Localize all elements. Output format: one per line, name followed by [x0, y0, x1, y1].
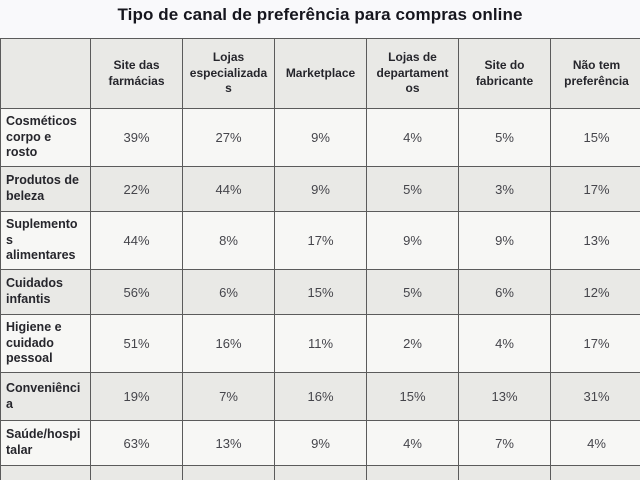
value-cell: 4%: [550, 420, 640, 466]
value-cell: 3%: [458, 166, 551, 212]
row-label: Cuidados infantis: [0, 269, 91, 315]
value-cell: 17%: [550, 166, 640, 212]
row-label: [0, 465, 91, 480]
table-row-higiene: Higiene e cuidado pessoal 51% 16% 11% 2%…: [0, 314, 640, 373]
preference-table: Site das farmácias Lojas especializadas …: [0, 38, 640, 480]
value-cell: 7%: [458, 420, 551, 466]
value-cell: 31%: [550, 372, 640, 421]
value-cell: 13%: [182, 420, 275, 466]
column-header-site-fabricante: Site do fabricante: [458, 38, 551, 109]
row-label: Higiene e cuidado pessoal: [0, 314, 91, 373]
value-cell: 56%: [90, 269, 183, 315]
value-cell: 16%: [274, 372, 367, 421]
value-cell: 39%: [90, 108, 183, 167]
value-cell: 22%: [90, 166, 183, 212]
table-row-cosmeticos: Cosméticos corpo e rosto 39% 27% 9% 4% 5…: [0, 108, 640, 167]
value-cell: [274, 465, 367, 480]
table-row-cuidados-infantis: Cuidados infantis 56% 6% 15% 5% 6% 12%: [0, 269, 640, 315]
row-label: Suplementos alimentares: [0, 211, 91, 270]
value-cell: [550, 465, 640, 480]
value-cell: 9%: [274, 166, 367, 212]
value-cell: [366, 465, 459, 480]
column-header-marketplace: Marketplace: [274, 38, 367, 109]
value-cell: 44%: [90, 211, 183, 270]
value-cell: 5%: [366, 269, 459, 315]
column-header-lojas-especializadas: Lojas especializadas: [182, 38, 275, 109]
value-cell: 4%: [366, 420, 459, 466]
value-cell: 5%: [458, 108, 551, 167]
value-cell: 9%: [458, 211, 551, 270]
table-row-produtos-beleza: Produtos de beleza 22% 44% 9% 5% 3% 17%: [0, 166, 640, 212]
value-cell: 44%: [182, 166, 275, 212]
column-header-site-farmacias: Site das farmácias: [90, 38, 183, 109]
value-cell: 11%: [274, 314, 367, 373]
value-cell: 17%: [274, 211, 367, 270]
value-cell: 2%: [366, 314, 459, 373]
value-cell: [182, 465, 275, 480]
row-label: Saúde/hospitalar: [0, 420, 91, 466]
row-label: Conveniência: [0, 372, 91, 421]
value-cell: 51%: [90, 314, 183, 373]
value-cell: [90, 465, 183, 480]
value-cell: 16%: [182, 314, 275, 373]
value-cell: 13%: [550, 211, 640, 270]
column-header-nao-tem-preferencia: Não tem preferência: [550, 38, 640, 109]
row-label: Produtos de beleza: [0, 166, 91, 212]
row-label: Cosméticos corpo e rosto: [0, 108, 91, 167]
column-header-lojas-departamentos: Lojas de departamentos: [366, 38, 459, 109]
table-row-conveniencia: Conveniência 19% 7% 16% 15% 13% 31%: [0, 372, 640, 421]
value-cell: 13%: [458, 372, 551, 421]
value-cell: 6%: [458, 269, 551, 315]
page-title: Tipo de canal de preferência para compra…: [117, 5, 523, 24]
table-row-saude-hospitalar: Saúde/hospitalar 63% 13% 9% 4% 7% 4%: [0, 420, 640, 466]
header-row: Site das farmácias Lojas especializadas …: [0, 38, 640, 109]
value-cell: 27%: [182, 108, 275, 167]
value-cell: 17%: [550, 314, 640, 373]
value-cell: 9%: [366, 211, 459, 270]
value-cell: 9%: [274, 108, 367, 167]
corner-cell: [0, 38, 91, 109]
value-cell: 4%: [366, 108, 459, 167]
value-cell: 15%: [274, 269, 367, 315]
table-row-suplementos: Suplementos alimentares 44% 8% 17% 9% 9%…: [0, 211, 640, 270]
value-cell: 5%: [366, 166, 459, 212]
value-cell: [458, 465, 551, 480]
value-cell: 19%: [90, 372, 183, 421]
value-cell: 15%: [550, 108, 640, 167]
value-cell: 63%: [90, 420, 183, 466]
value-cell: 9%: [274, 420, 367, 466]
value-cell: 6%: [182, 269, 275, 315]
value-cell: 12%: [550, 269, 640, 315]
value-cell: 15%: [366, 372, 459, 421]
table-row-partial: [0, 465, 640, 480]
value-cell: 8%: [182, 211, 275, 270]
value-cell: 7%: [182, 372, 275, 421]
value-cell: 4%: [458, 314, 551, 373]
